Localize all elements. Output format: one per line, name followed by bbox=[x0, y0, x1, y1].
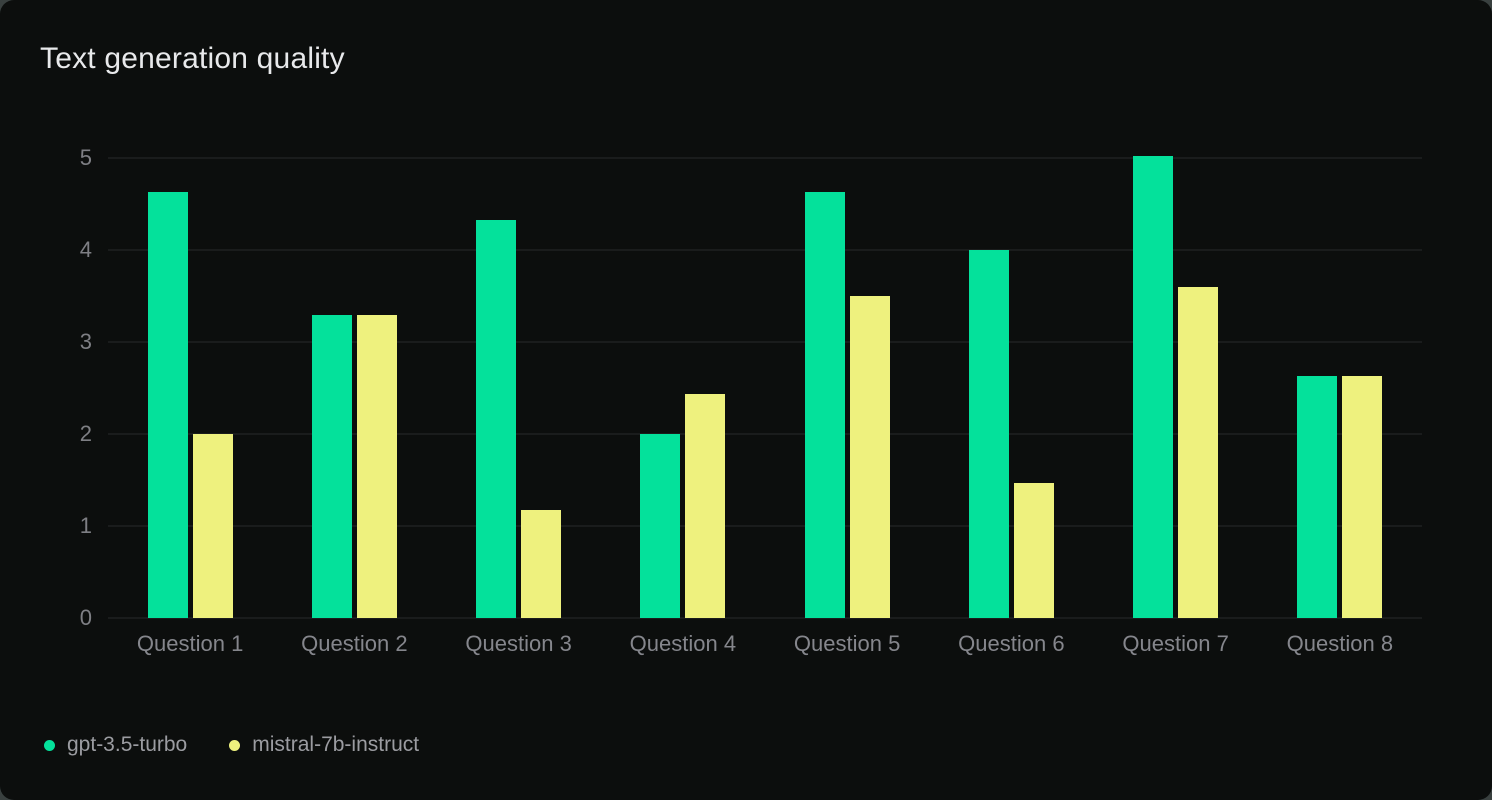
y-axis: 0 1 2 3 4 5 bbox=[40, 147, 92, 629]
y-tick-label-5: 5 bbox=[79, 145, 92, 170]
bar-mistral-7b-instruct-question-3 bbox=[521, 510, 562, 618]
bar-gpt-3.5-turbo-question-8 bbox=[1297, 376, 1338, 618]
bar-gpt-3.5-turbo-question-1 bbox=[147, 192, 188, 618]
legend-dot-gpt-3-5-turbo bbox=[44, 739, 55, 751]
bar-gpt-3.5-turbo-question-2 bbox=[311, 315, 352, 618]
bar-group-question-4 bbox=[601, 158, 765, 618]
y-tick-label-4: 4 bbox=[79, 237, 92, 262]
gridline-4 bbox=[108, 249, 1422, 251]
bar-gpt-3.5-turbo-question-3 bbox=[476, 219, 517, 618]
bar-gpt-3.5-turbo-question-7 bbox=[1133, 156, 1174, 618]
y-tick-label-2: 2 bbox=[79, 421, 92, 446]
legend-item-gpt-3-5-turbo[interactable]: gpt-3.5-turbo bbox=[44, 733, 187, 757]
x-tick-label-question-6: Question 6 bbox=[958, 631, 1065, 656]
bar-mistral-7b-instruct-question-4 bbox=[685, 394, 726, 618]
bar-mistral-7b-instruct-question-7 bbox=[1178, 286, 1219, 618]
bar-mistral-7b-instruct-question-1 bbox=[192, 434, 233, 618]
plot-area bbox=[108, 156, 1422, 619]
bar-mistral-7b-instruct-question-5 bbox=[849, 296, 890, 618]
x-tick-label-question-1: Question 1 bbox=[136, 631, 244, 656]
bar-mistral-7b-instruct-question-8 bbox=[1342, 376, 1383, 618]
bar-group-question-6 bbox=[929, 158, 1093, 618]
bar-group-question-2 bbox=[272, 158, 436, 618]
bar-group-question-8 bbox=[1258, 158, 1422, 618]
legend-item-mistral-7b-instruct[interactable]: mistral-7b-instruct bbox=[229, 733, 419, 757]
gridlines bbox=[108, 157, 1422, 619]
legend-dot-mistral-7b-instruct bbox=[229, 739, 241, 751]
x-tick-label-question-3: Question 3 bbox=[465, 631, 572, 656]
y-tick-label-0: 0 bbox=[79, 605, 92, 630]
bar-mistral-7b-instruct-question-2 bbox=[356, 315, 397, 618]
bar-group-question-3 bbox=[437, 158, 601, 618]
x-tick-label-question-7: Question 7 bbox=[1122, 631, 1229, 656]
gridline-2 bbox=[108, 433, 1422, 435]
bar-group-question-5 bbox=[765, 158, 929, 618]
gridline-5 bbox=[108, 157, 1422, 159]
y-tick-label-3: 3 bbox=[79, 329, 92, 354]
x-tick-label-question-2: Question 2 bbox=[301, 631, 408, 656]
legend-label-gpt-3-5-turbo: gpt-3.5-turbo bbox=[67, 733, 188, 756]
bar-groups bbox=[108, 156, 1422, 618]
bar-group-question-7 bbox=[1094, 156, 1258, 618]
bar-gpt-3.5-turbo-question-6 bbox=[968, 250, 1009, 618]
bar-gpt-3.5-turbo-question-4 bbox=[640, 434, 681, 618]
legend-label-mistral-7b-instruct: mistral-7b-instruct bbox=[252, 733, 420, 756]
bar-group-question-1 bbox=[108, 158, 272, 618]
legend: gpt-3.5-turbo mistral-7b-instruct bbox=[44, 733, 419, 757]
bar-mistral-7b-instruct-question-6 bbox=[1013, 482, 1054, 618]
x-tick-label-question-4: Question 4 bbox=[629, 631, 737, 656]
x-tick-label-question-8: Question 8 bbox=[1286, 631, 1394, 656]
x-tick-label-question-5: Question 5 bbox=[793, 631, 901, 656]
x-axis: Question 1 Question 2 Question 3 Question 4… bbox=[108, 631, 1422, 657]
gridline-1 bbox=[108, 525, 1422, 527]
y-tick-label-1: 1 bbox=[79, 513, 92, 538]
chart-title: Text generation quality bbox=[40, 42, 345, 75]
gridline-3 bbox=[108, 341, 1422, 343]
gridline-0 bbox=[108, 617, 1422, 619]
bar-gpt-3.5-turbo-question-5 bbox=[804, 192, 845, 618]
